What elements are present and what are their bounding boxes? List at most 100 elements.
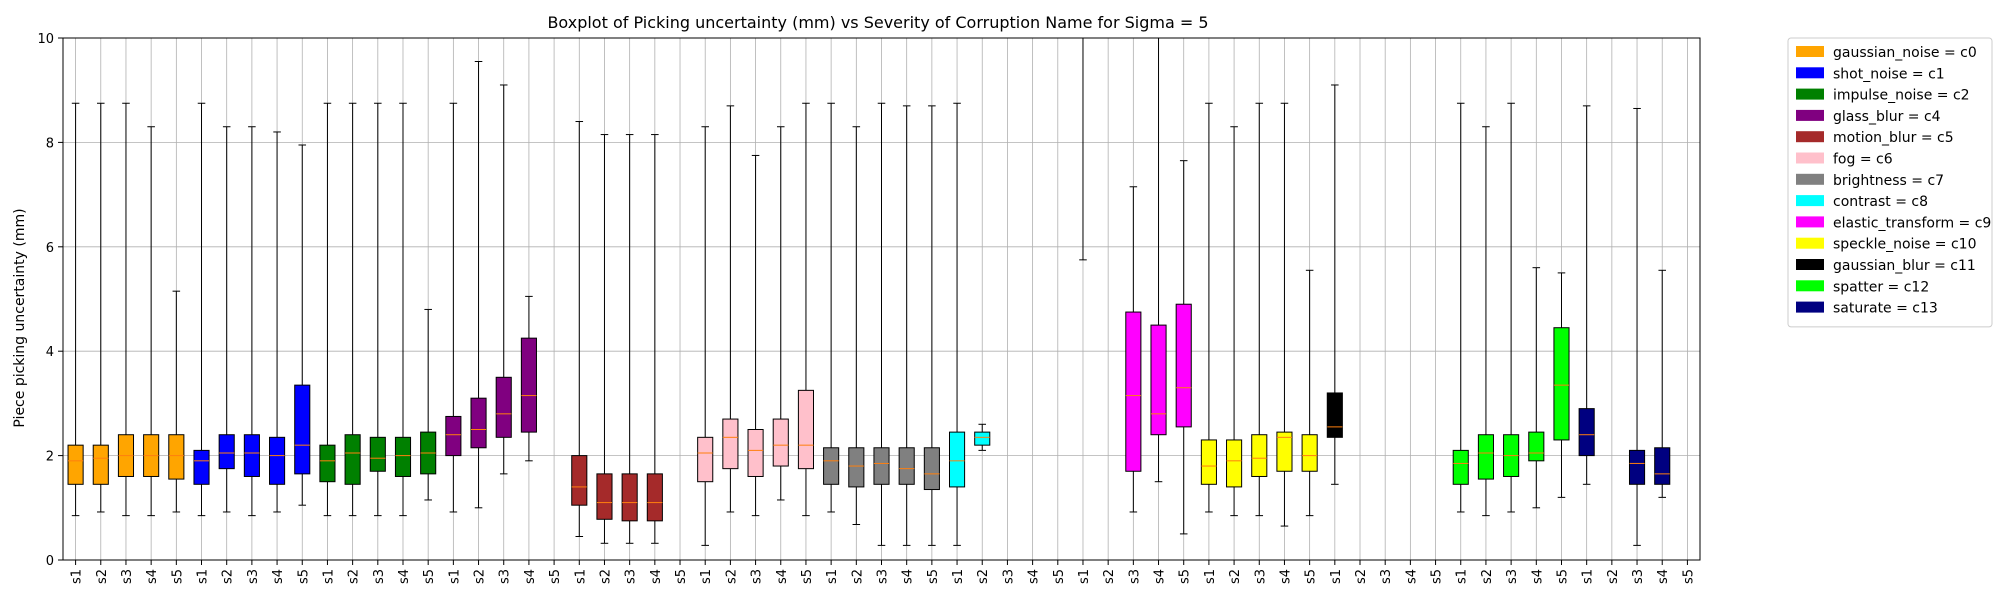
x-tick-label: s4 [523, 569, 538, 584]
box-body [772, 418, 789, 467]
x-tick-label: s5 [1052, 569, 1067, 584]
legend-label: shot_noise = c1 [1833, 66, 1945, 82]
x-tick-label: s1 [1455, 569, 1470, 584]
box-body [1578, 408, 1595, 457]
legend-item: contrast = c8 [1796, 194, 1928, 210]
x-tick-label: s4 [1404, 569, 1419, 584]
box-shot_noise-s3 [243, 126, 260, 517]
box-motion_blur-s4 [646, 134, 663, 544]
chart-title: Boxplot of Picking uncertainty (mm) vs S… [547, 13, 1208, 32]
box-gaussian_noise-s2 [92, 102, 109, 513]
x-tick-label: s2 [1228, 569, 1243, 584]
x-tick-label: s1 [1329, 569, 1344, 584]
box-motion_blur-s2 [596, 134, 613, 544]
box-body [646, 473, 663, 522]
box-speckle_noise-s2 [1226, 126, 1243, 517]
x-tick-label: s1 [573, 569, 588, 584]
legend-label: brightness = c7 [1833, 173, 1944, 189]
legend-item: gaussian_blur = c11 [1796, 258, 1976, 274]
box-body [571, 455, 588, 506]
box-fog-s2 [722, 105, 739, 513]
box-shot_noise-s2 [218, 126, 235, 513]
box-spatter-s2 [1477, 126, 1494, 517]
x-tick-label: s2 [473, 569, 488, 584]
box-spatter-s3 [1503, 102, 1520, 513]
x-tick-label: s4 [271, 569, 286, 584]
box-body [1628, 449, 1646, 485]
x-tick-label: s3 [1631, 569, 1646, 584]
box-body [1226, 439, 1243, 488]
box-fog-s1 [697, 126, 714, 546]
box-glass_blur-s3 [495, 84, 512, 475]
box-body [697, 436, 714, 483]
x-tick-label: s5 [1430, 569, 1445, 584]
box-saturate-s4 [1654, 269, 1671, 498]
legend-label: impulse_noise = c2 [1833, 88, 1970, 104]
legend-item: elastic_transform = c9 [1796, 215, 1991, 231]
box-body [520, 337, 537, 433]
box-spatter-s5 [1553, 272, 1570, 498]
x-tick-label: s3 [1379, 569, 1394, 584]
box-fog-s5 [797, 102, 815, 517]
x-tick-label: s3 [498, 569, 513, 584]
box-body [67, 444, 84, 485]
box-body [269, 436, 286, 485]
box-body [1125, 311, 1142, 472]
x-tick-label: s5 [1681, 569, 1696, 584]
legend-item: glass_blur = c4 [1796, 109, 1941, 125]
legend-item: brightness = c7 [1796, 173, 1944, 189]
x-tick-label: s2 [1606, 569, 1621, 584]
legend-label: glass_blur = c4 [1833, 109, 1941, 125]
box-body [873, 447, 890, 485]
box-speckle_noise-s3 [1251, 102, 1268, 517]
box-body [369, 436, 386, 472]
legend-item: motion_blur = c5 [1796, 130, 1954, 146]
box-motion_blur-s3 [621, 134, 638, 544]
legend-item: speckle_noise = c10 [1796, 237, 1976, 253]
x-tick-label: s4 [1027, 569, 1042, 584]
box-saturate-s3 [1628, 107, 1646, 546]
box-body [470, 397, 487, 449]
box-body [948, 431, 966, 488]
box-impulse_noise-s4 [394, 102, 412, 517]
legend-swatch [1796, 280, 1824, 292]
x-tick-label: s4 [649, 569, 664, 584]
box-body [344, 434, 361, 485]
box-body [974, 431, 991, 446]
x-tick-label: s5 [674, 569, 689, 584]
box-body [394, 436, 412, 477]
x-tick-label: s3 [120, 569, 135, 584]
x-tick-label: s4 [1656, 569, 1671, 584]
box-body [898, 447, 915, 485]
x-tick-label: s2 [976, 569, 991, 584]
x-tick-label: s2 [1480, 569, 1495, 584]
box-body [294, 384, 311, 475]
box-gaussian_noise-s3 [117, 102, 135, 517]
legend-item: gaussian_noise = c0 [1796, 45, 1977, 61]
x-tick-label: s1 [70, 569, 85, 584]
legend-swatch [1796, 237, 1824, 249]
x-tick-label: s5 [1304, 569, 1319, 584]
box-body [1654, 447, 1671, 485]
x-tick-label: s4 [145, 569, 160, 584]
box-elastic_transform-s1 [1079, 38, 1087, 261]
x-tick-label: s2 [1102, 569, 1117, 584]
legend-swatch [1796, 88, 1824, 100]
y-tick-label: 2 [46, 450, 54, 465]
y-tick-label: 6 [46, 241, 54, 256]
box-body [1326, 392, 1343, 438]
x-tick-label: s5 [296, 569, 311, 584]
y-tick-label: 8 [46, 136, 54, 151]
box-speckle_noise-s5 [1301, 269, 1318, 517]
legend: gaussian_noise = c0 shot_noise = c1 impuls… [1787, 37, 1993, 328]
box-brightness-s5 [923, 105, 940, 546]
box-body [1276, 431, 1293, 472]
x-axis: s1 s2 s3 s4 s5 s1 s2 s3 s4 s5 s1 s2 s3 s4 s5 s1 s2 s3 s4 s5… [70, 560, 1696, 584]
x-tick-label: s1 [196, 569, 211, 584]
box-body [747, 429, 764, 477]
y-tick-label: 10 [37, 32, 54, 47]
legend-swatch [1796, 301, 1824, 313]
legend-label: elastic_transform = c9 [1833, 215, 1991, 231]
x-tick-label: s5 [422, 569, 437, 584]
box-body [1528, 431, 1545, 462]
